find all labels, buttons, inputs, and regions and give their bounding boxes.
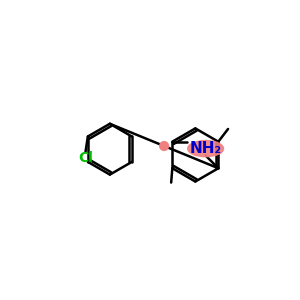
Ellipse shape: [188, 140, 224, 157]
Circle shape: [160, 142, 169, 150]
Text: Cl: Cl: [78, 152, 93, 165]
Text: NH₂: NH₂: [190, 141, 222, 156]
